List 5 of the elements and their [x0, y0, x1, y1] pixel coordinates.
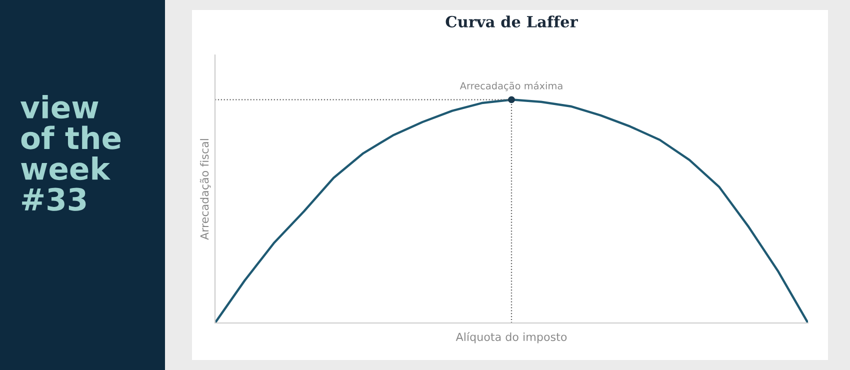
chart-title: Curva de Laffer: [446, 16, 578, 28]
annotation: Arrecadação máxima: [460, 82, 562, 92]
x-axis-title: Alíquota do imposto: [456, 332, 567, 344]
text: view of the week #33: [20, 95, 121, 211]
y-axis-title: Arrecadação fiscal: [200, 139, 211, 240]
